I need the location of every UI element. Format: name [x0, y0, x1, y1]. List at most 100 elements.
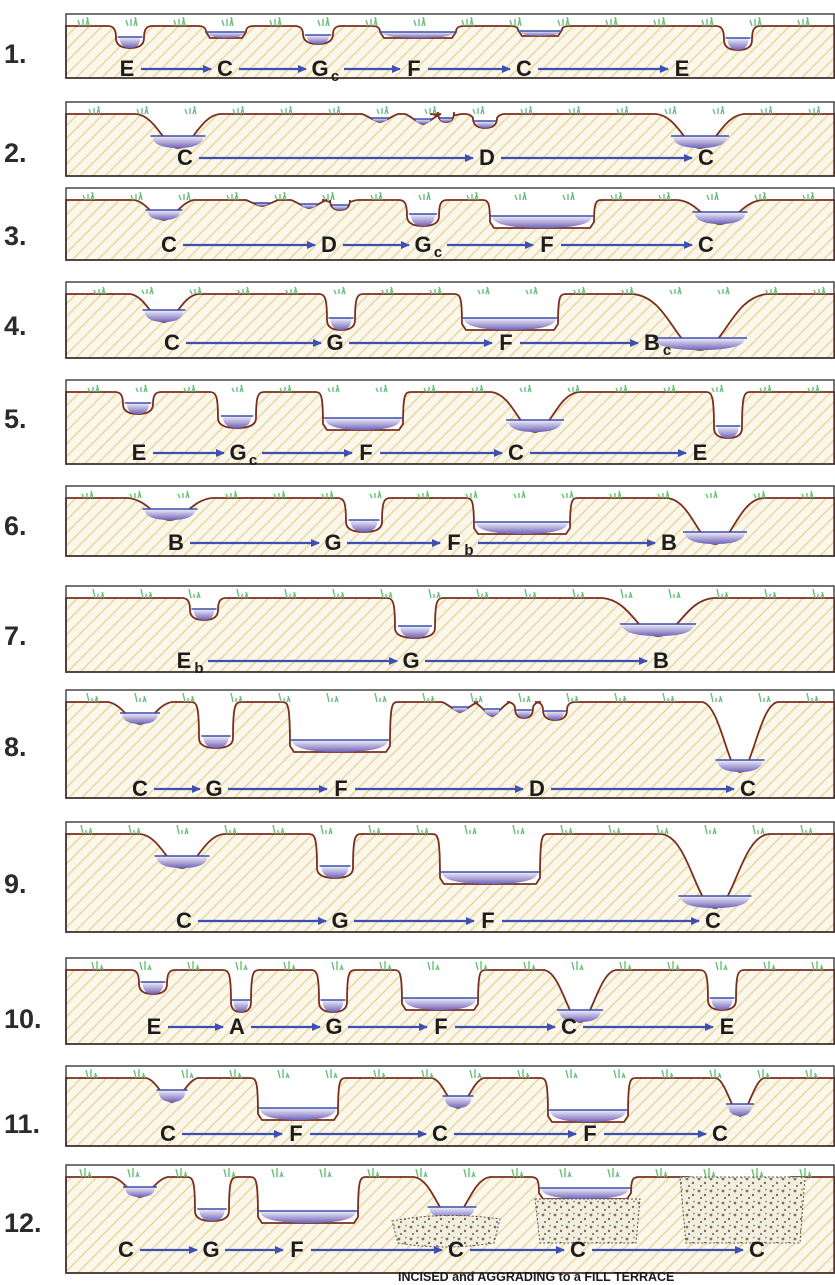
panel-frame [65, 1065, 835, 1147]
water-body [322, 1000, 344, 1012]
stage-label: C [749, 1237, 765, 1262]
fill-terrace-caption: INCISED and AGGRADING to a FILL TERRACE [398, 1270, 674, 1284]
water-body [440, 118, 452, 122]
water-body [727, 38, 749, 50]
stage-label: C [217, 56, 233, 81]
stage-label: D [321, 232, 337, 257]
panel-frame [65, 379, 835, 465]
stage-label: G [331, 908, 348, 933]
water-body [444, 1096, 472, 1108]
stage-label: G [326, 330, 343, 355]
water-body [673, 136, 727, 148]
row-2: 2. C D C [4, 101, 835, 177]
vegetation [82, 191, 815, 201]
row-number: 10. [4, 1004, 42, 1034]
water-body [382, 32, 454, 38]
water-body [260, 1108, 336, 1120]
water-body [717, 760, 763, 772]
stage-label: F [359, 440, 372, 465]
water-body [711, 998, 733, 1010]
vegetation [87, 384, 820, 393]
panel-frame [65, 281, 835, 359]
water-body [728, 1104, 752, 1116]
vegetation [80, 824, 813, 835]
water-body [452, 707, 468, 712]
stage-subscript: b [194, 660, 203, 677]
water-body [655, 338, 745, 350]
stage-label: C [132, 776, 148, 801]
vegetation [81, 490, 814, 499]
water-body [292, 740, 388, 752]
panel-frame [65, 101, 835, 177]
row-number: 1. [4, 39, 27, 69]
panel-frame [65, 689, 835, 799]
row-11: 11. C F C F C [4, 1065, 835, 1147]
vegetation [86, 692, 819, 703]
panel-frame [65, 485, 835, 557]
stage-label: D [529, 776, 545, 801]
row-number: 7. [4, 621, 27, 651]
water-body [546, 711, 564, 720]
stage-label: G [414, 232, 431, 257]
row-10: 10. E A G F C E [4, 957, 835, 1045]
stage-label: F [289, 1121, 302, 1146]
stage-label: C [118, 1237, 134, 1262]
stage-label: B [644, 330, 660, 355]
channel-profile [65, 969, 835, 1045]
stage-subscript: c [434, 244, 442, 261]
water-body [476, 121, 494, 128]
water-body [144, 310, 184, 322]
water-body [144, 509, 196, 520]
vegetation [85, 1069, 818, 1079]
panel-frame [65, 1164, 835, 1274]
water-body [193, 609, 215, 620]
stage-label: C [712, 1121, 728, 1146]
water-body [125, 1187, 155, 1197]
stage-label: B [168, 530, 184, 555]
vegetation [79, 1168, 812, 1178]
stage-label: F [540, 232, 553, 257]
water-body [400, 626, 430, 638]
water-body [464, 318, 556, 330]
channel-profile [65, 391, 835, 465]
water-body [119, 37, 141, 48]
stage-label: E [720, 1014, 735, 1039]
stage-label: C [698, 232, 714, 257]
water-body [233, 1000, 249, 1012]
stage-label: G [229, 440, 246, 465]
water-body [208, 32, 244, 38]
water-body [685, 532, 745, 544]
stage-label: B [653, 648, 669, 673]
water-body [156, 856, 208, 868]
channel-profile [65, 701, 835, 799]
channel-profile [65, 199, 835, 261]
water-body [158, 1090, 186, 1102]
row-9: 9. C G F C [4, 821, 835, 933]
panel-frame [65, 821, 835, 933]
fill-deposit [534, 1198, 641, 1244]
vegetation [92, 588, 825, 599]
row-number: 4. [4, 311, 27, 341]
stage-label: C [705, 908, 721, 933]
water-body [411, 214, 435, 226]
fill-deposit [679, 1176, 806, 1244]
panel-frame [65, 187, 835, 261]
stage-label: E [132, 440, 147, 465]
water-body [126, 403, 150, 414]
water-body [508, 420, 562, 432]
panel-frame [65, 957, 835, 1045]
water-body [222, 416, 252, 428]
stage-label: F [334, 776, 347, 801]
water-body [442, 872, 538, 884]
stage-label: F [481, 908, 494, 933]
water-body [332, 205, 348, 210]
panel-frame [65, 13, 835, 79]
row-number: 6. [4, 511, 27, 541]
water-body [550, 1110, 626, 1122]
stage-label: B [661, 530, 677, 555]
